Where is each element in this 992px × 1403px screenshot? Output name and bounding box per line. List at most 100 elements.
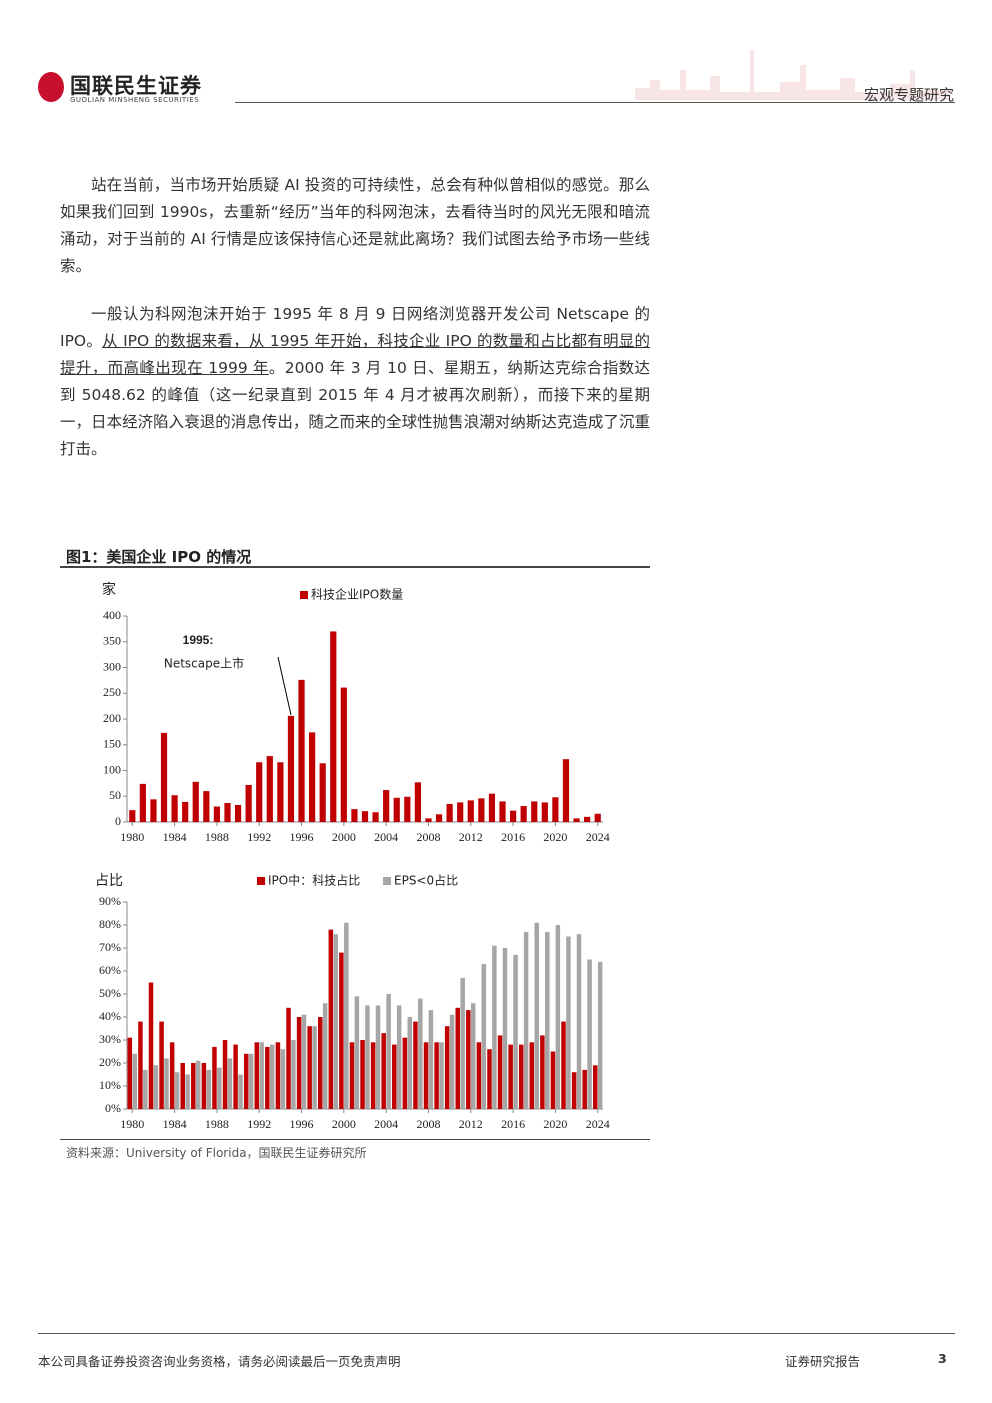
bar bbox=[280, 1049, 286, 1109]
bar bbox=[256, 762, 263, 822]
bar bbox=[404, 796, 411, 822]
annotation-line bbox=[277, 656, 292, 716]
legend-label: EPS<0占比 bbox=[394, 873, 458, 888]
bar bbox=[139, 783, 146, 822]
bar bbox=[428, 1010, 434, 1109]
bar bbox=[127, 1037, 133, 1109]
brand-en: GUOLIAN MINSHENG SECURITIES bbox=[70, 96, 200, 104]
bar bbox=[523, 931, 529, 1109]
annotation: Netscape上市 bbox=[164, 656, 244, 671]
bar bbox=[386, 994, 391, 1109]
bar bbox=[143, 1069, 148, 1109]
bar bbox=[254, 1042, 260, 1109]
legend-label: IPO中：科技占比 bbox=[268, 873, 360, 888]
bar bbox=[227, 1058, 233, 1109]
bar bbox=[520, 806, 527, 822]
bar bbox=[174, 1072, 180, 1109]
bar bbox=[339, 952, 344, 1109]
bar bbox=[138, 1021, 143, 1109]
y-tick-label: 0% bbox=[105, 1101, 121, 1115]
bar bbox=[571, 1072, 577, 1109]
bar bbox=[529, 1042, 535, 1109]
bar bbox=[513, 954, 518, 1109]
bar bbox=[233, 1044, 238, 1109]
bar bbox=[212, 1046, 217, 1109]
disclaimer: 本公司具备证券投资咨询业务资格，请务必阅读最后一页免责声明 bbox=[38, 1354, 401, 1369]
bar bbox=[319, 763, 326, 822]
x-tick-label: 2000 bbox=[332, 1117, 356, 1131]
bar bbox=[449, 1014, 455, 1109]
x-tick-label: 2020 bbox=[543, 1117, 567, 1131]
brand: 国联民生证券 bbox=[70, 74, 202, 98]
bar bbox=[351, 809, 358, 822]
x-tick-label: 1980 bbox=[120, 830, 144, 844]
bar bbox=[370, 1042, 376, 1109]
bar bbox=[383, 790, 390, 822]
paragraph: 一般认为科网泡沫开始于 1995 年 8 月 9 日网络浏览器开发公司 Nets… bbox=[60, 301, 650, 463]
bar bbox=[466, 1010, 471, 1109]
y-tick-label: 350 bbox=[103, 634, 121, 648]
bar bbox=[425, 818, 432, 822]
x-tick-label: 1984 bbox=[163, 1117, 187, 1131]
bar bbox=[487, 1049, 492, 1109]
bar bbox=[587, 959, 592, 1109]
x-tick-label: 1992 bbox=[247, 830, 271, 844]
y-tick-label: 0 bbox=[115, 814, 121, 828]
bar bbox=[444, 1026, 450, 1109]
text: 一般认为科网泡沫开始于 1995 年 8 月 9 日网络浏览器开发公司 Nets… bbox=[60, 305, 650, 350]
bar bbox=[434, 1042, 439, 1109]
bar bbox=[499, 801, 506, 822]
y-tick-label: 80% bbox=[99, 917, 121, 931]
y-tick-label: 20% bbox=[99, 1055, 121, 1069]
bar bbox=[217, 1067, 222, 1109]
bar bbox=[191, 1063, 196, 1109]
bar bbox=[317, 1017, 323, 1109]
bar bbox=[418, 998, 423, 1109]
bar bbox=[396, 1005, 402, 1109]
bar bbox=[132, 1053, 137, 1109]
bar bbox=[206, 1069, 212, 1109]
x-tick-label: 2004 bbox=[374, 1117, 398, 1131]
bar bbox=[180, 1063, 185, 1109]
bar bbox=[171, 795, 178, 822]
legend-swatch bbox=[383, 877, 391, 885]
bar bbox=[492, 945, 497, 1109]
x-tick-label: 2012 bbox=[459, 1117, 483, 1131]
bar bbox=[381, 1033, 386, 1109]
bar bbox=[360, 1040, 365, 1109]
bar bbox=[129, 810, 136, 822]
bar bbox=[502, 948, 508, 1109]
bar bbox=[164, 1058, 169, 1109]
bar bbox=[266, 756, 273, 822]
bar bbox=[582, 1069, 587, 1109]
x-tick-label: 2016 bbox=[501, 830, 525, 844]
y-tick-label: 200 bbox=[103, 711, 121, 725]
bar bbox=[286, 1007, 291, 1109]
bar bbox=[594, 813, 601, 822]
y-axis-label: 家 bbox=[102, 581, 116, 598]
y-tick-label: 400 bbox=[103, 608, 121, 622]
y-tick-label: 150 bbox=[103, 737, 121, 751]
y-tick-label: 300 bbox=[103, 659, 121, 673]
bar bbox=[234, 805, 242, 822]
bar bbox=[460, 977, 465, 1109]
bar bbox=[344, 922, 349, 1109]
paragraph: 站在当前，当市场开始质疑 AI 投资的可持续性，总会有种似曾相似的感觉。那么如果… bbox=[60, 172, 650, 280]
bar bbox=[470, 1003, 476, 1109]
bar bbox=[307, 1026, 312, 1109]
bar bbox=[248, 1053, 254, 1109]
bar bbox=[222, 1040, 228, 1109]
logo-mark bbox=[38, 72, 64, 102]
bar bbox=[375, 1005, 381, 1109]
x-tick-label: 2000 bbox=[332, 830, 356, 844]
bar bbox=[457, 802, 464, 822]
y-tick-label: 10% bbox=[99, 1078, 121, 1092]
bar bbox=[407, 1017, 413, 1109]
bar bbox=[518, 1044, 524, 1109]
bar bbox=[309, 732, 316, 822]
bar bbox=[275, 1042, 281, 1109]
bar bbox=[467, 800, 474, 822]
bar bbox=[555, 925, 561, 1109]
bar bbox=[597, 961, 603, 1109]
